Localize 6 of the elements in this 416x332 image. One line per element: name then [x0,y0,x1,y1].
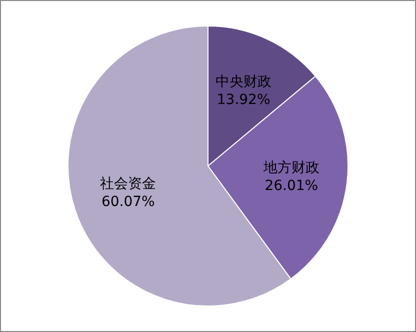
data-label: 60.07% [101,194,155,210]
slice-label: 地方财政 [262,160,320,176]
slice-label: 社会资金 [100,176,156,192]
slice-label: 中央财政 [216,74,272,90]
data-label: 26.01% [264,178,318,194]
data-label: 13.92% [216,92,270,108]
